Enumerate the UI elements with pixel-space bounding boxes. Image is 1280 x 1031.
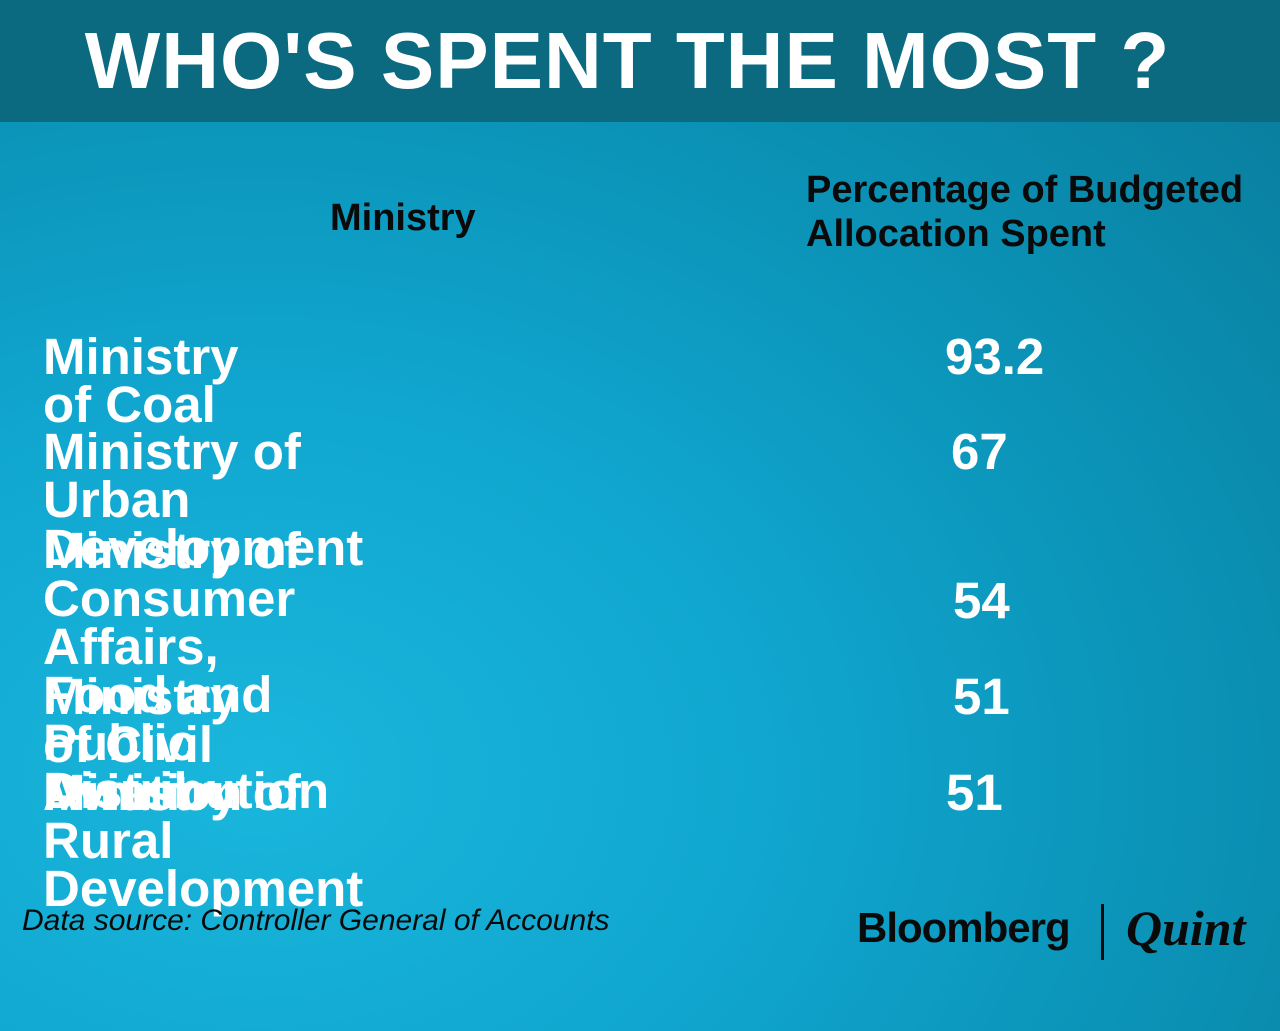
row-ministry-name: Ministry of Urban Development	[43, 423, 364, 576]
row-percentage-value: 67	[951, 423, 1008, 480]
row-percentage-value: 51	[946, 764, 1003, 821]
column-header-percentage: Percentage of Budgeted Allocation Spent	[806, 168, 1276, 256]
title-band: WHO'S SPENT THE MOST ?	[0, 0, 1280, 122]
page-title: WHO'S SPENT THE MOST ?	[84, 16, 1171, 105]
row-percentage-value: 54	[953, 572, 1010, 629]
row-percentage-value: 51	[953, 668, 1010, 725]
column-header-ministry: Ministry	[330, 197, 476, 239]
quint-logo: Quint	[1126, 900, 1246, 956]
row-percentage-value: 93.2	[945, 328, 1045, 385]
row-ministry-name: Ministry of Coal	[43, 328, 239, 433]
column-header-percentage-line2: Allocation Spent	[806, 213, 1106, 255]
row-ministry-name: Ministry of Civil Aviation	[43, 668, 243, 821]
logo-divider	[1101, 904, 1104, 960]
row-ministry-name: Ministry of Consumer Affairs, Food and P…	[43, 522, 330, 819]
row-ministry-name: Ministry of Rural Development	[43, 764, 364, 917]
column-header-percentage-line1: Percentage of Budgeted	[806, 169, 1244, 211]
data-source-note: Data source: Controller General of Accou…	[22, 904, 610, 937]
bloomberg-logo: Bloomberg	[857, 904, 1071, 951]
